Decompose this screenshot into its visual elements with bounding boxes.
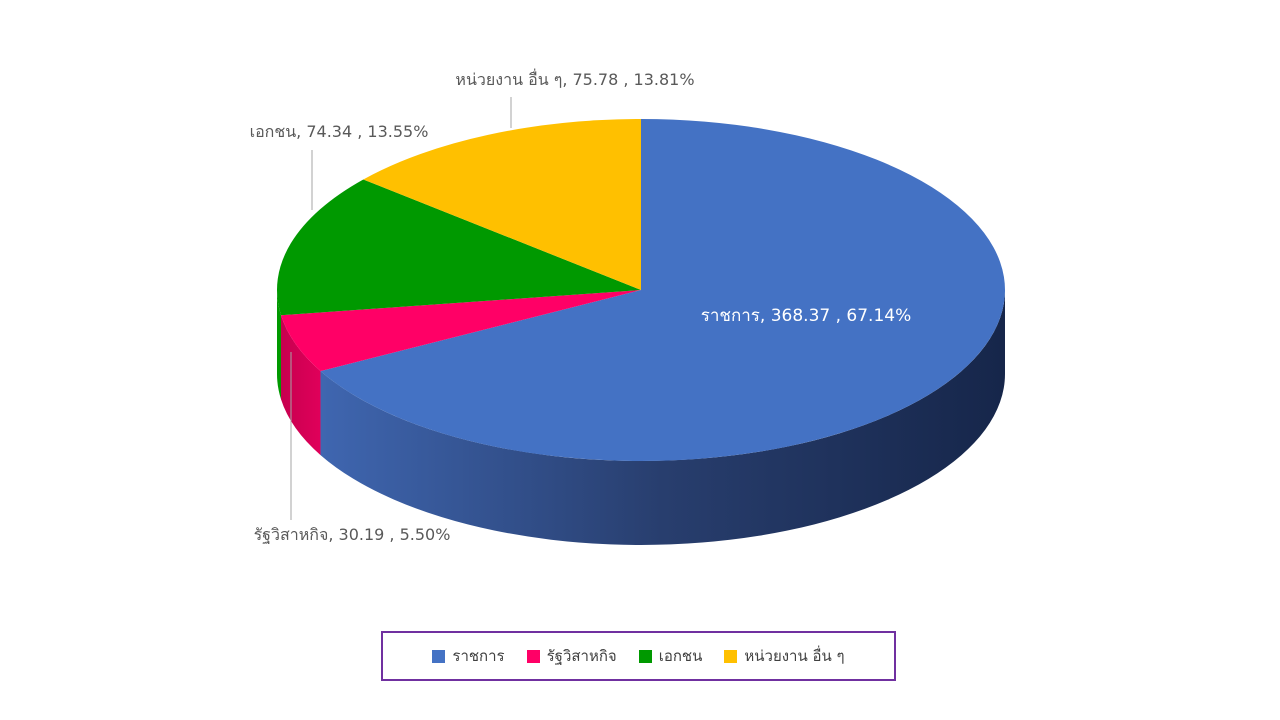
legend-item-หน่วยงาน-อื่น-ๆ: หน่วยงาน อื่น ๆ [724, 644, 845, 668]
legend-label: หน่วยงาน อื่น ๆ [744, 647, 845, 665]
legend-swatch [638, 649, 652, 663]
data-label-ราชการ: ราชการ, 368.37 , 67.14% [701, 306, 912, 326]
data-label-เอกชน: เอกชน, 74.34 , 13.55% [250, 122, 429, 141]
pie-slice-เอกชน [277, 179, 641, 316]
legend: ราชการ รัฐวิสาหกิจ เอกชน หน่วยงาน อื่น ๆ [381, 631, 896, 681]
pie-side-เอกชน [277, 290, 281, 400]
pie-slices [277, 119, 1005, 462]
legend-item-ราชการ: ราชการ [432, 644, 505, 668]
pie-side-ราชการ [320, 290, 1006, 546]
data-label-หน่วยงาน-อื่น-ๆ: หน่วยงาน อื่น ๆ, 75.78 , 13.81% [455, 68, 694, 89]
pie-slice-รัฐวิสาหกิจ [280, 290, 641, 372]
legend-item-รัฐวิสาหกิจ: รัฐวิสาหกิจ [526, 644, 617, 668]
pie-slice-หน่วยงาน-อื่น-ๆ [363, 119, 641, 290]
pie-slice-ราชการ [320, 119, 1005, 462]
legend-label: รัฐวิสาหกิจ [546, 647, 617, 665]
legend-swatch [724, 649, 738, 663]
legend-item-เอกชน: เอกชน [638, 644, 703, 668]
legend-swatch [432, 649, 446, 663]
legend-label: ราชการ [452, 647, 505, 665]
data-labels: ราชการ, 368.37 , 67.14% รัฐวิสาหกิจ, 30.1… [250, 68, 912, 544]
data-label-รัฐวิสาหกิจ: รัฐวิสาหกิจ, 30.19 , 5.50% [254, 525, 451, 544]
label-leader-lines [290, 97, 512, 520]
legend-swatch [526, 649, 540, 663]
legend-label: เอกชน [658, 647, 703, 665]
